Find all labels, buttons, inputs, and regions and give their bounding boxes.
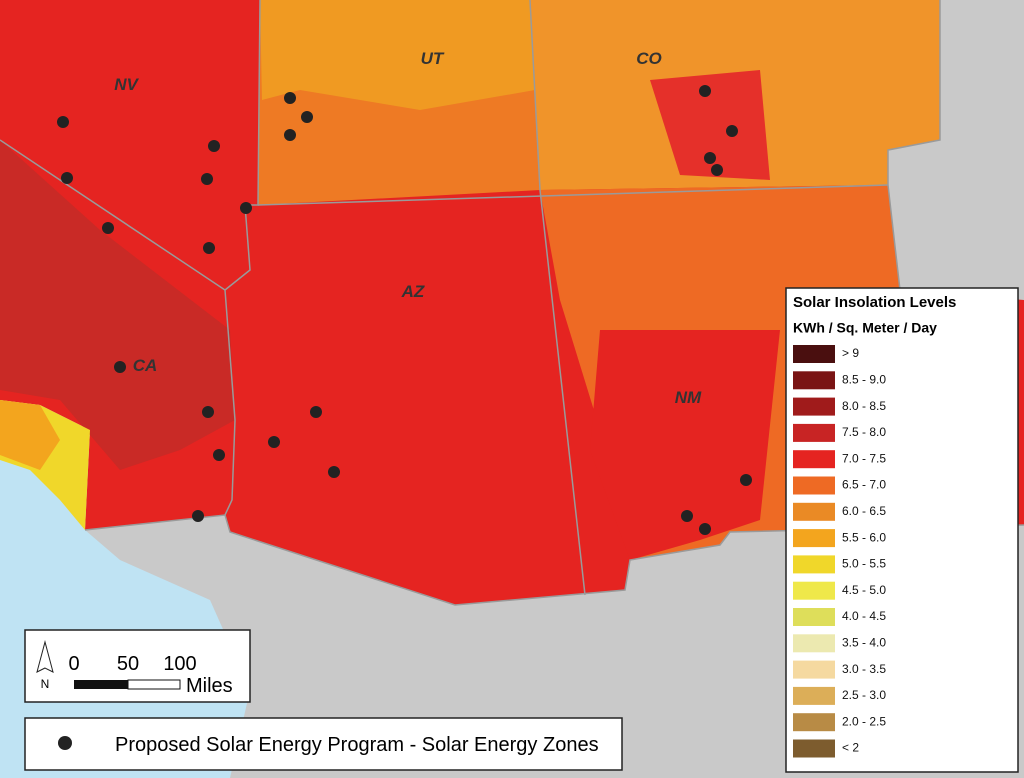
legend-swatch xyxy=(793,529,835,548)
scale-box: N 0 50 100 Miles xyxy=(24,629,251,703)
scale-label: 0 xyxy=(68,653,79,675)
legend-label: 6.5 - 7.0 xyxy=(842,478,886,492)
legend-title: Solar Insolation Levels xyxy=(793,294,956,311)
north-arrow xyxy=(36,640,54,673)
legend-swatch xyxy=(793,739,835,758)
legend-swatch xyxy=(793,397,835,416)
legend-swatch xyxy=(793,502,835,521)
state-borders xyxy=(0,0,1024,606)
scale-label: 50 xyxy=(117,653,139,675)
legend-label: 4.0 - 4.5 xyxy=(842,609,886,623)
scale-label: 100 xyxy=(163,653,196,675)
legend: Solar Insolation Levels KWh / Sq. Meter … xyxy=(785,287,1019,773)
points-symbol xyxy=(58,736,72,750)
points-frame xyxy=(24,717,623,771)
scale-frame xyxy=(24,629,251,703)
legend-swatch xyxy=(793,713,835,732)
legend-subtitle: KWh / Sq. Meter / Day xyxy=(793,320,937,336)
scale-bar xyxy=(74,680,128,689)
legend-swatch xyxy=(793,450,835,469)
legend-label: 2.0 - 2.5 xyxy=(842,714,886,728)
legend-swatch xyxy=(793,581,835,600)
state-label: CO xyxy=(636,49,662,68)
scale-bar xyxy=(127,679,181,690)
nm-hot xyxy=(590,330,780,560)
legend-swatch xyxy=(793,345,835,363)
colorado-hot xyxy=(650,70,770,180)
legend-swatch xyxy=(793,423,835,442)
scale-unit: Miles xyxy=(186,675,233,697)
legend-swatch xyxy=(793,608,835,626)
legend-label: 5.0 - 5.5 xyxy=(842,557,886,571)
state-label: NV xyxy=(114,75,139,94)
legend-label: 7.5 - 8.0 xyxy=(842,425,886,439)
legend-label: 5.5 - 6.0 xyxy=(842,530,886,544)
coast-zone xyxy=(0,400,60,470)
utah-upper xyxy=(260,0,535,110)
north-label: N xyxy=(41,677,50,691)
legend-label: > 9 xyxy=(842,346,859,360)
state-label: NM xyxy=(675,388,702,407)
legend-swatch xyxy=(793,555,835,574)
points-legend: Proposed Solar Energy Program - Solar En… xyxy=(24,717,623,771)
legend-label: 8.5 - 9.0 xyxy=(842,372,886,386)
legend-label: 2.5 - 3.0 xyxy=(842,688,886,702)
legend-label: 6.0 - 6.5 xyxy=(842,504,886,518)
solar-zones xyxy=(57,85,752,535)
legend-label: 8.0 - 8.5 xyxy=(842,399,886,413)
legend-label: 3.5 - 4.0 xyxy=(842,635,886,649)
legend-label: < 2 xyxy=(842,741,859,755)
points-label: Proposed Solar Energy Program - Solar En… xyxy=(115,734,599,756)
legend-label: 7.0 - 7.5 xyxy=(842,451,886,465)
state-label: AZ xyxy=(401,282,425,301)
legend-swatch xyxy=(793,686,835,705)
legend-swatch xyxy=(793,634,835,653)
legend-swatch xyxy=(793,371,835,390)
high-zone xyxy=(0,140,235,470)
state-label: UT xyxy=(421,49,445,68)
legend-swatch xyxy=(793,660,835,679)
legend-label: 4.5 - 5.0 xyxy=(842,583,886,597)
legend-label: 3.0 - 3.5 xyxy=(842,662,886,676)
legend-swatch xyxy=(793,476,835,495)
state-label: CA xyxy=(133,356,158,375)
